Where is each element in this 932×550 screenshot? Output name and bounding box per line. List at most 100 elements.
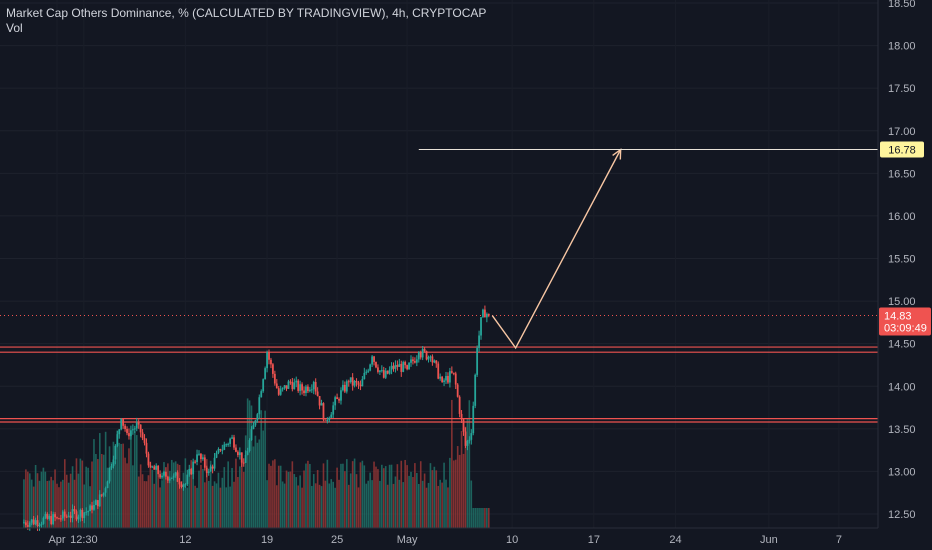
volume-bar <box>240 460 243 528</box>
volume-bar <box>262 430 264 528</box>
candle-body <box>456 384 459 397</box>
candle-body <box>295 380 298 383</box>
candle-body <box>336 397 338 400</box>
candle-body <box>482 309 484 318</box>
volume-bar <box>410 471 412 528</box>
volume-bar <box>423 473 426 528</box>
volume-bar <box>433 466 436 528</box>
candle-body <box>287 381 290 389</box>
time-tick-label: 19 <box>261 534 273 546</box>
volume-bar <box>274 459 276 528</box>
volume-bar <box>200 464 202 528</box>
candle-body <box>79 509 82 517</box>
candle-body <box>110 466 113 468</box>
volume-bar <box>38 480 41 528</box>
candle-body <box>272 364 274 374</box>
candle-body <box>155 465 158 470</box>
volume-bar <box>361 460 364 528</box>
candle-body <box>273 373 276 384</box>
volume-bar <box>396 464 399 528</box>
candle-body <box>244 454 247 463</box>
candle-body <box>307 386 309 392</box>
volume-bar <box>25 469 27 528</box>
volume-bar <box>48 480 51 528</box>
volume-bar <box>63 459 66 528</box>
candle-body <box>38 524 41 526</box>
symbol-title[interactable]: Market Cap Others Dominance, % (CALCULAT… <box>6 6 487 20</box>
volume-bar <box>330 479 333 528</box>
support-resistance-lines[interactable] <box>0 346 878 423</box>
candle-body <box>48 515 51 519</box>
volume-bar <box>404 459 406 528</box>
volume-bar <box>114 460 117 528</box>
volume-bar <box>93 439 95 528</box>
time-axis[interactable]: Apr 12:30 12 19 25 May 10 17 24 Jun 7 <box>48 534 842 546</box>
candle-body <box>338 399 340 401</box>
candle-body <box>163 471 165 476</box>
candle-body <box>106 481 109 489</box>
volume-bar <box>291 461 294 528</box>
candle-body <box>130 430 132 437</box>
candle-body <box>431 356 434 363</box>
volume-bar <box>159 487 161 528</box>
candle-body <box>400 363 403 372</box>
candle-body <box>371 356 373 365</box>
volume-bar <box>223 467 226 528</box>
volume-bar <box>285 470 288 528</box>
volume-label[interactable]: Vol <box>6 21 23 35</box>
price-tick-label: 13.50 <box>888 424 916 436</box>
volume-bar <box>174 461 177 528</box>
candle-body <box>316 391 319 397</box>
volume-bar <box>54 469 56 528</box>
projection-drawing[interactable] <box>418 148 878 350</box>
candle-body <box>394 364 397 369</box>
volume-bar <box>279 465 282 528</box>
candle-body <box>120 418 123 430</box>
volume-bar <box>484 508 486 528</box>
candle-body <box>361 379 364 387</box>
candle-body <box>369 364 372 371</box>
candle-body <box>23 522 25 524</box>
candle-body <box>236 451 239 456</box>
volume-bar <box>398 479 401 528</box>
candle-body <box>67 515 70 517</box>
candle-body <box>159 474 161 478</box>
projection-path[interactable] <box>491 149 622 350</box>
candle-body <box>77 516 80 520</box>
volume-bar <box>99 433 101 528</box>
volume-bar <box>439 479 441 528</box>
volume-bar <box>365 483 368 528</box>
candle-body <box>470 433 473 440</box>
candle-body <box>211 466 214 469</box>
candle-body <box>147 453 150 466</box>
volume-bar <box>116 430 119 528</box>
volume-bar <box>32 486 35 528</box>
candle-body <box>256 414 259 421</box>
candle-body <box>474 374 477 406</box>
volume-bar <box>359 462 362 528</box>
volume-bar <box>266 480 268 528</box>
candle-body <box>330 414 333 418</box>
volume-bar <box>149 461 152 528</box>
volume-bar <box>237 476 239 528</box>
volume-bar <box>112 441 115 528</box>
volume-bar <box>69 473 72 528</box>
candle-body <box>412 359 414 362</box>
volume-bar <box>293 474 296 528</box>
candle-body <box>143 438 146 443</box>
volume-bar <box>172 462 175 528</box>
candle-body <box>71 509 74 518</box>
candle-body <box>54 514 56 518</box>
candle-body <box>118 429 121 435</box>
current-price-badge <box>879 307 931 336</box>
volume-bar <box>417 483 420 528</box>
volume-bar <box>449 457 451 528</box>
volume-bar <box>311 485 313 528</box>
candle-body <box>254 420 257 426</box>
candle-body <box>217 449 220 453</box>
price-axis[interactable]: 18.50 18.00 17.50 17.00 16.50 16.00 15.50 15.00… <box>888 0 916 521</box>
volume-bar <box>204 482 206 528</box>
candle-body <box>480 317 482 336</box>
volume-bar <box>314 483 317 528</box>
